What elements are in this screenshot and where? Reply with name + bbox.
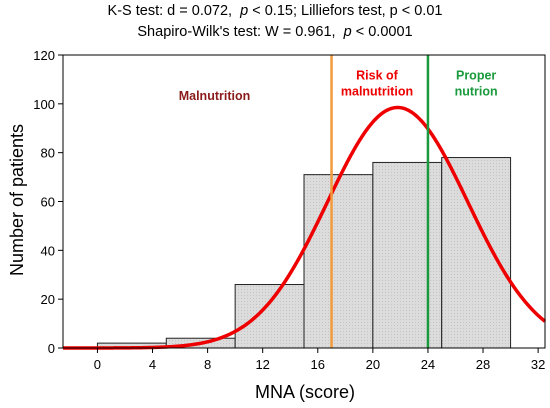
x-tick-label: 16	[311, 357, 325, 372]
title-part: < 0.0001	[351, 24, 413, 40]
x-tick-label: 32	[531, 357, 545, 372]
region-label-1: Risk of	[356, 68, 399, 82]
histogram-bar-2	[234, 284, 305, 349]
y-tick-label: 80	[41, 146, 55, 161]
y-tick-label: 120	[33, 48, 55, 63]
x-tick-label: 0	[94, 357, 101, 372]
region-label-2: nutrion	[455, 84, 498, 98]
y-tick-label: 100	[33, 97, 55, 112]
chart-title-line-1: K-S test: d = 0.072, p < 0.15; Lilliefor…	[0, 3, 550, 19]
x-tick-label: 20	[366, 357, 380, 372]
x-tick-label: 4	[149, 357, 156, 372]
y-tick-label: 40	[41, 243, 55, 258]
region-label-2: Proper	[456, 68, 496, 82]
x-tick-label: 12	[255, 357, 269, 372]
region-label-0: Malnutrition	[179, 89, 251, 103]
title-part: p	[240, 3, 249, 19]
histogram-bar-5	[441, 157, 512, 349]
region-label-1: malnutrition	[341, 84, 413, 98]
x-tick-label: 28	[476, 357, 490, 372]
histogram-bar-4	[372, 161, 443, 349]
title-part: < 0.15; Lilliefors test, p < 0.01	[248, 3, 443, 19]
y-tick-label: 0	[48, 341, 55, 356]
title-part: Shapiro-Wilk's test: W = 0.961,	[137, 24, 344, 40]
x-axis-label: MNA (score)	[255, 382, 355, 402]
y-tick-label: 20	[41, 292, 55, 307]
histogram-bar-3	[303, 174, 374, 349]
title-part: p	[343, 24, 352, 40]
y-tick-label: 60	[41, 195, 55, 210]
x-tick-label: 24	[421, 357, 435, 372]
chart-title-line-2: Shapiro-Wilk's test: W = 0.961, p < 0.00…	[0, 24, 550, 40]
y-axis-label: Number of patients	[7, 124, 27, 276]
x-tick-label: 8	[204, 357, 211, 372]
title-part: K-S test: d = 0.072,	[107, 3, 241, 19]
